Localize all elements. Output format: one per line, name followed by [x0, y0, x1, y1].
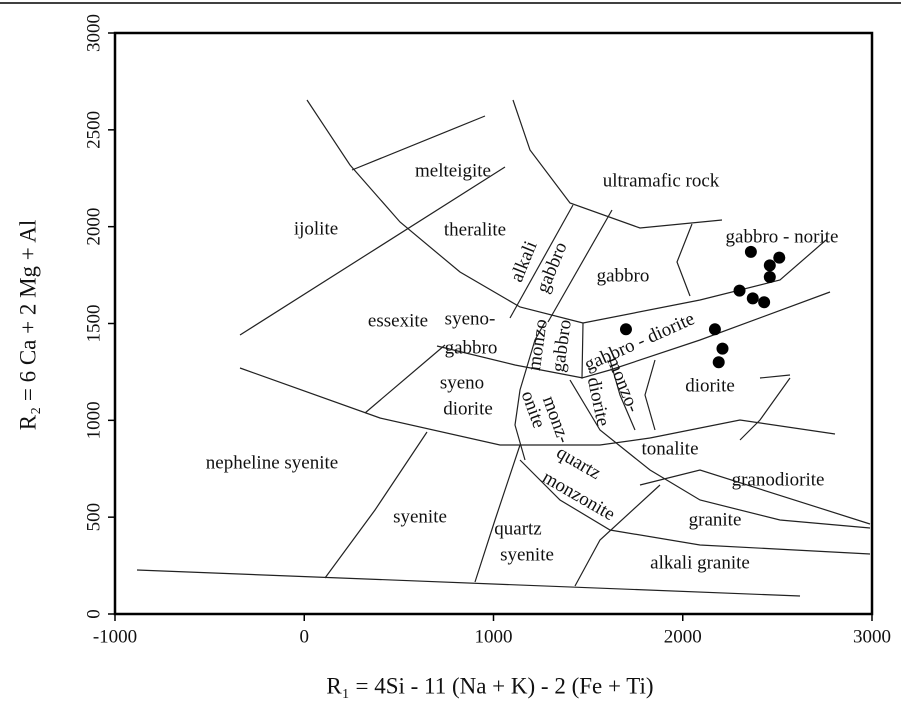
- field-label: monzonite: [539, 467, 619, 525]
- data-point: [744, 245, 757, 258]
- x-axis-label: R₁ = 4Si - 11 (Na + K) - 2 (Fe + Ti): [326, 673, 653, 698]
- field-label: tonalite: [642, 438, 699, 459]
- data-point: [773, 251, 786, 264]
- x-tick-label: 1000: [475, 626, 513, 647]
- field-label: gabbro: [445, 337, 498, 358]
- y-tick-label: 2000: [83, 208, 104, 246]
- x-tick-label: 2000: [664, 626, 702, 647]
- data-point: [733, 284, 746, 297]
- data-point: [712, 356, 725, 369]
- data-point: [716, 342, 729, 355]
- data-point: [708, 323, 721, 336]
- x-tick-label: 0: [300, 626, 310, 647]
- x-tick-label: 3000: [853, 626, 891, 647]
- data-point: [763, 259, 776, 272]
- field-label: syenite: [393, 506, 447, 527]
- y-tick-label: 1000: [83, 401, 104, 439]
- field-label: melteigite: [415, 160, 491, 181]
- field-label: gabbro: [548, 318, 576, 373]
- y-axis-label: R₂ = 6 Ca + 2 Mg + Al: [15, 220, 40, 431]
- field-label: alkali granite: [650, 552, 750, 573]
- field-label: gabbro: [597, 265, 650, 286]
- data-point: [746, 292, 759, 305]
- field-label: diorite: [685, 375, 735, 396]
- field-label: gabbro - diorite: [581, 308, 698, 375]
- field-label: syeno: [440, 372, 484, 393]
- data-point: [619, 323, 632, 336]
- field-label: quartz: [494, 518, 541, 539]
- field-label: nepheline syenite: [206, 452, 338, 473]
- field-label: gabbro - norite: [726, 226, 839, 247]
- y-tick-label: 3000: [83, 14, 104, 52]
- y-tick-label: 1500: [83, 305, 104, 343]
- field-label: syeno-: [445, 308, 496, 329]
- field-label: diorite: [583, 375, 614, 428]
- y-tick-label: 500: [83, 503, 104, 532]
- field-label: theralite: [444, 219, 506, 240]
- field-label: granodiorite: [732, 469, 825, 490]
- field-label: granite: [689, 509, 742, 530]
- field-label: syenite: [500, 544, 554, 565]
- y-tick-label: 0: [83, 609, 104, 619]
- field-label: ultramafic rock: [603, 170, 720, 191]
- data-point: [763, 271, 776, 284]
- data-point: [758, 296, 771, 309]
- field-label: diorite: [443, 398, 493, 419]
- field-boundaries: [136, 99, 871, 597]
- x-tick-label: -1000: [93, 626, 137, 647]
- field-label: monzo: [524, 318, 552, 372]
- y-tick-label: 2500: [83, 111, 104, 149]
- field-label: essexite: [368, 310, 428, 331]
- field-label: ijolite: [294, 218, 338, 239]
